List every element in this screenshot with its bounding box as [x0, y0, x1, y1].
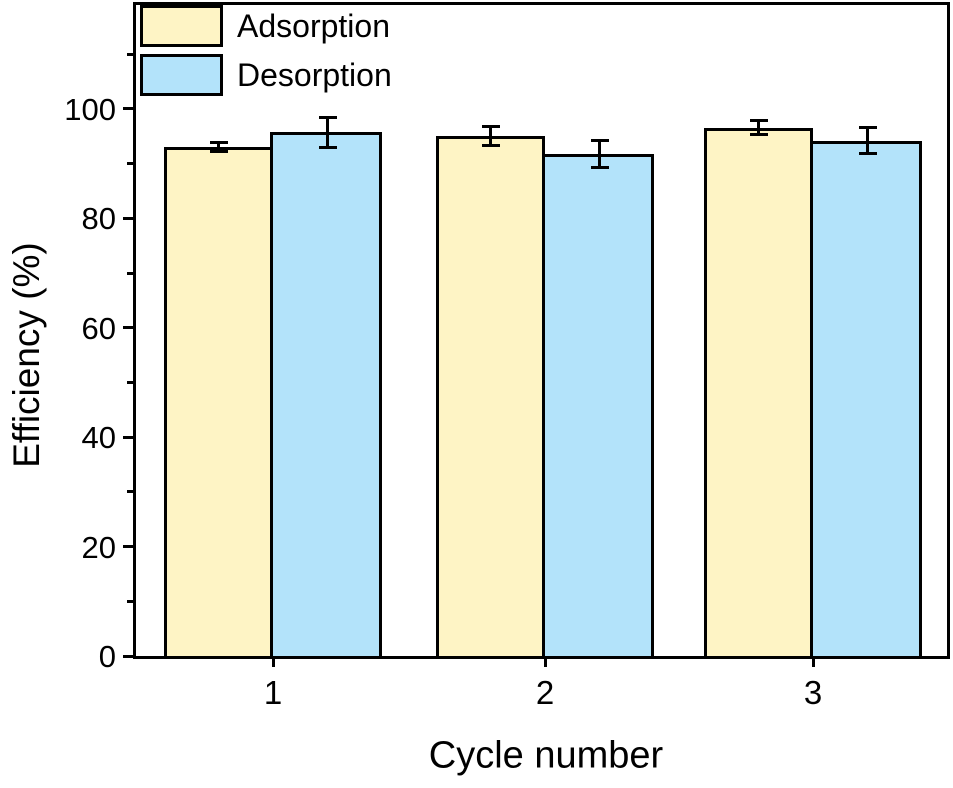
error-bar-cap	[209, 141, 228, 145]
y-major-tick	[123, 435, 133, 439]
error-bar-stem	[326, 117, 329, 148]
y-tick-label: 20	[81, 529, 116, 565]
y-tick-label: 80	[81, 201, 116, 237]
error-bar-cap	[590, 138, 609, 142]
error-bar-stem	[757, 120, 760, 135]
y-minor-tick	[127, 599, 133, 603]
error-bar-stem	[217, 142, 220, 152]
y-major-tick	[123, 107, 133, 111]
error-bar-cap	[590, 165, 609, 169]
legend-item-desorption: Desorption	[140, 54, 392, 96]
y-minor-tick	[127, 490, 133, 494]
legend-item-adsorption: Adsorption	[140, 5, 392, 47]
y-minor-tick	[127, 380, 133, 384]
legend-swatch-desorption	[140, 54, 223, 96]
legend-swatch-adsorption	[140, 5, 223, 47]
x-major-tick	[811, 656, 815, 667]
y-minor-tick	[127, 162, 133, 166]
error-bar-stem	[598, 140, 601, 168]
bar-adsorption-cycle-3	[704, 127, 813, 659]
y-major-tick	[123, 216, 133, 220]
bar-desorption-cycle-2	[542, 153, 654, 659]
error-bar-cap	[749, 119, 768, 123]
y-tick-label: 0	[98, 639, 116, 674]
error-bar-cap	[749, 132, 768, 136]
y-tick-label: 100	[64, 91, 116, 127]
y-major-tick	[123, 326, 133, 330]
bar-adsorption-cycle-2	[436, 135, 545, 659]
error-bar-cap	[858, 152, 877, 156]
bar-adsorption-cycle-1	[164, 147, 273, 659]
bar-desorption-cycle-3	[810, 140, 922, 659]
legend-label: Adsorption	[237, 8, 390, 44]
error-bar-cap	[858, 126, 877, 130]
legend: Adsorption Desorption	[140, 5, 392, 103]
y-minor-tick	[127, 271, 133, 275]
y-tick-label: 60	[81, 310, 116, 346]
y-tick-label: 40	[81, 420, 116, 456]
error-bar-cap	[209, 150, 228, 154]
x-tick-label: 1	[263, 674, 283, 711]
y-minor-tick	[127, 52, 133, 56]
y-major-tick	[123, 654, 133, 658]
error-bar-cap	[318, 146, 337, 150]
error-bar-cap	[481, 143, 500, 147]
error-bar-cap	[481, 124, 500, 128]
legend-label: Desorption	[237, 57, 392, 93]
x-major-tick	[271, 656, 275, 667]
bar-desorption-cycle-1	[270, 132, 382, 659]
error-bar-stem	[489, 126, 492, 146]
x-axis-title: Cycle number	[428, 734, 664, 777]
error-bar-stem	[866, 127, 869, 154]
x-tick-label: 3	[803, 674, 823, 711]
error-bar-cap	[318, 115, 337, 119]
y-major-tick	[123, 545, 133, 549]
x-tick-label: 2	[535, 674, 555, 711]
x-major-tick	[543, 656, 547, 667]
